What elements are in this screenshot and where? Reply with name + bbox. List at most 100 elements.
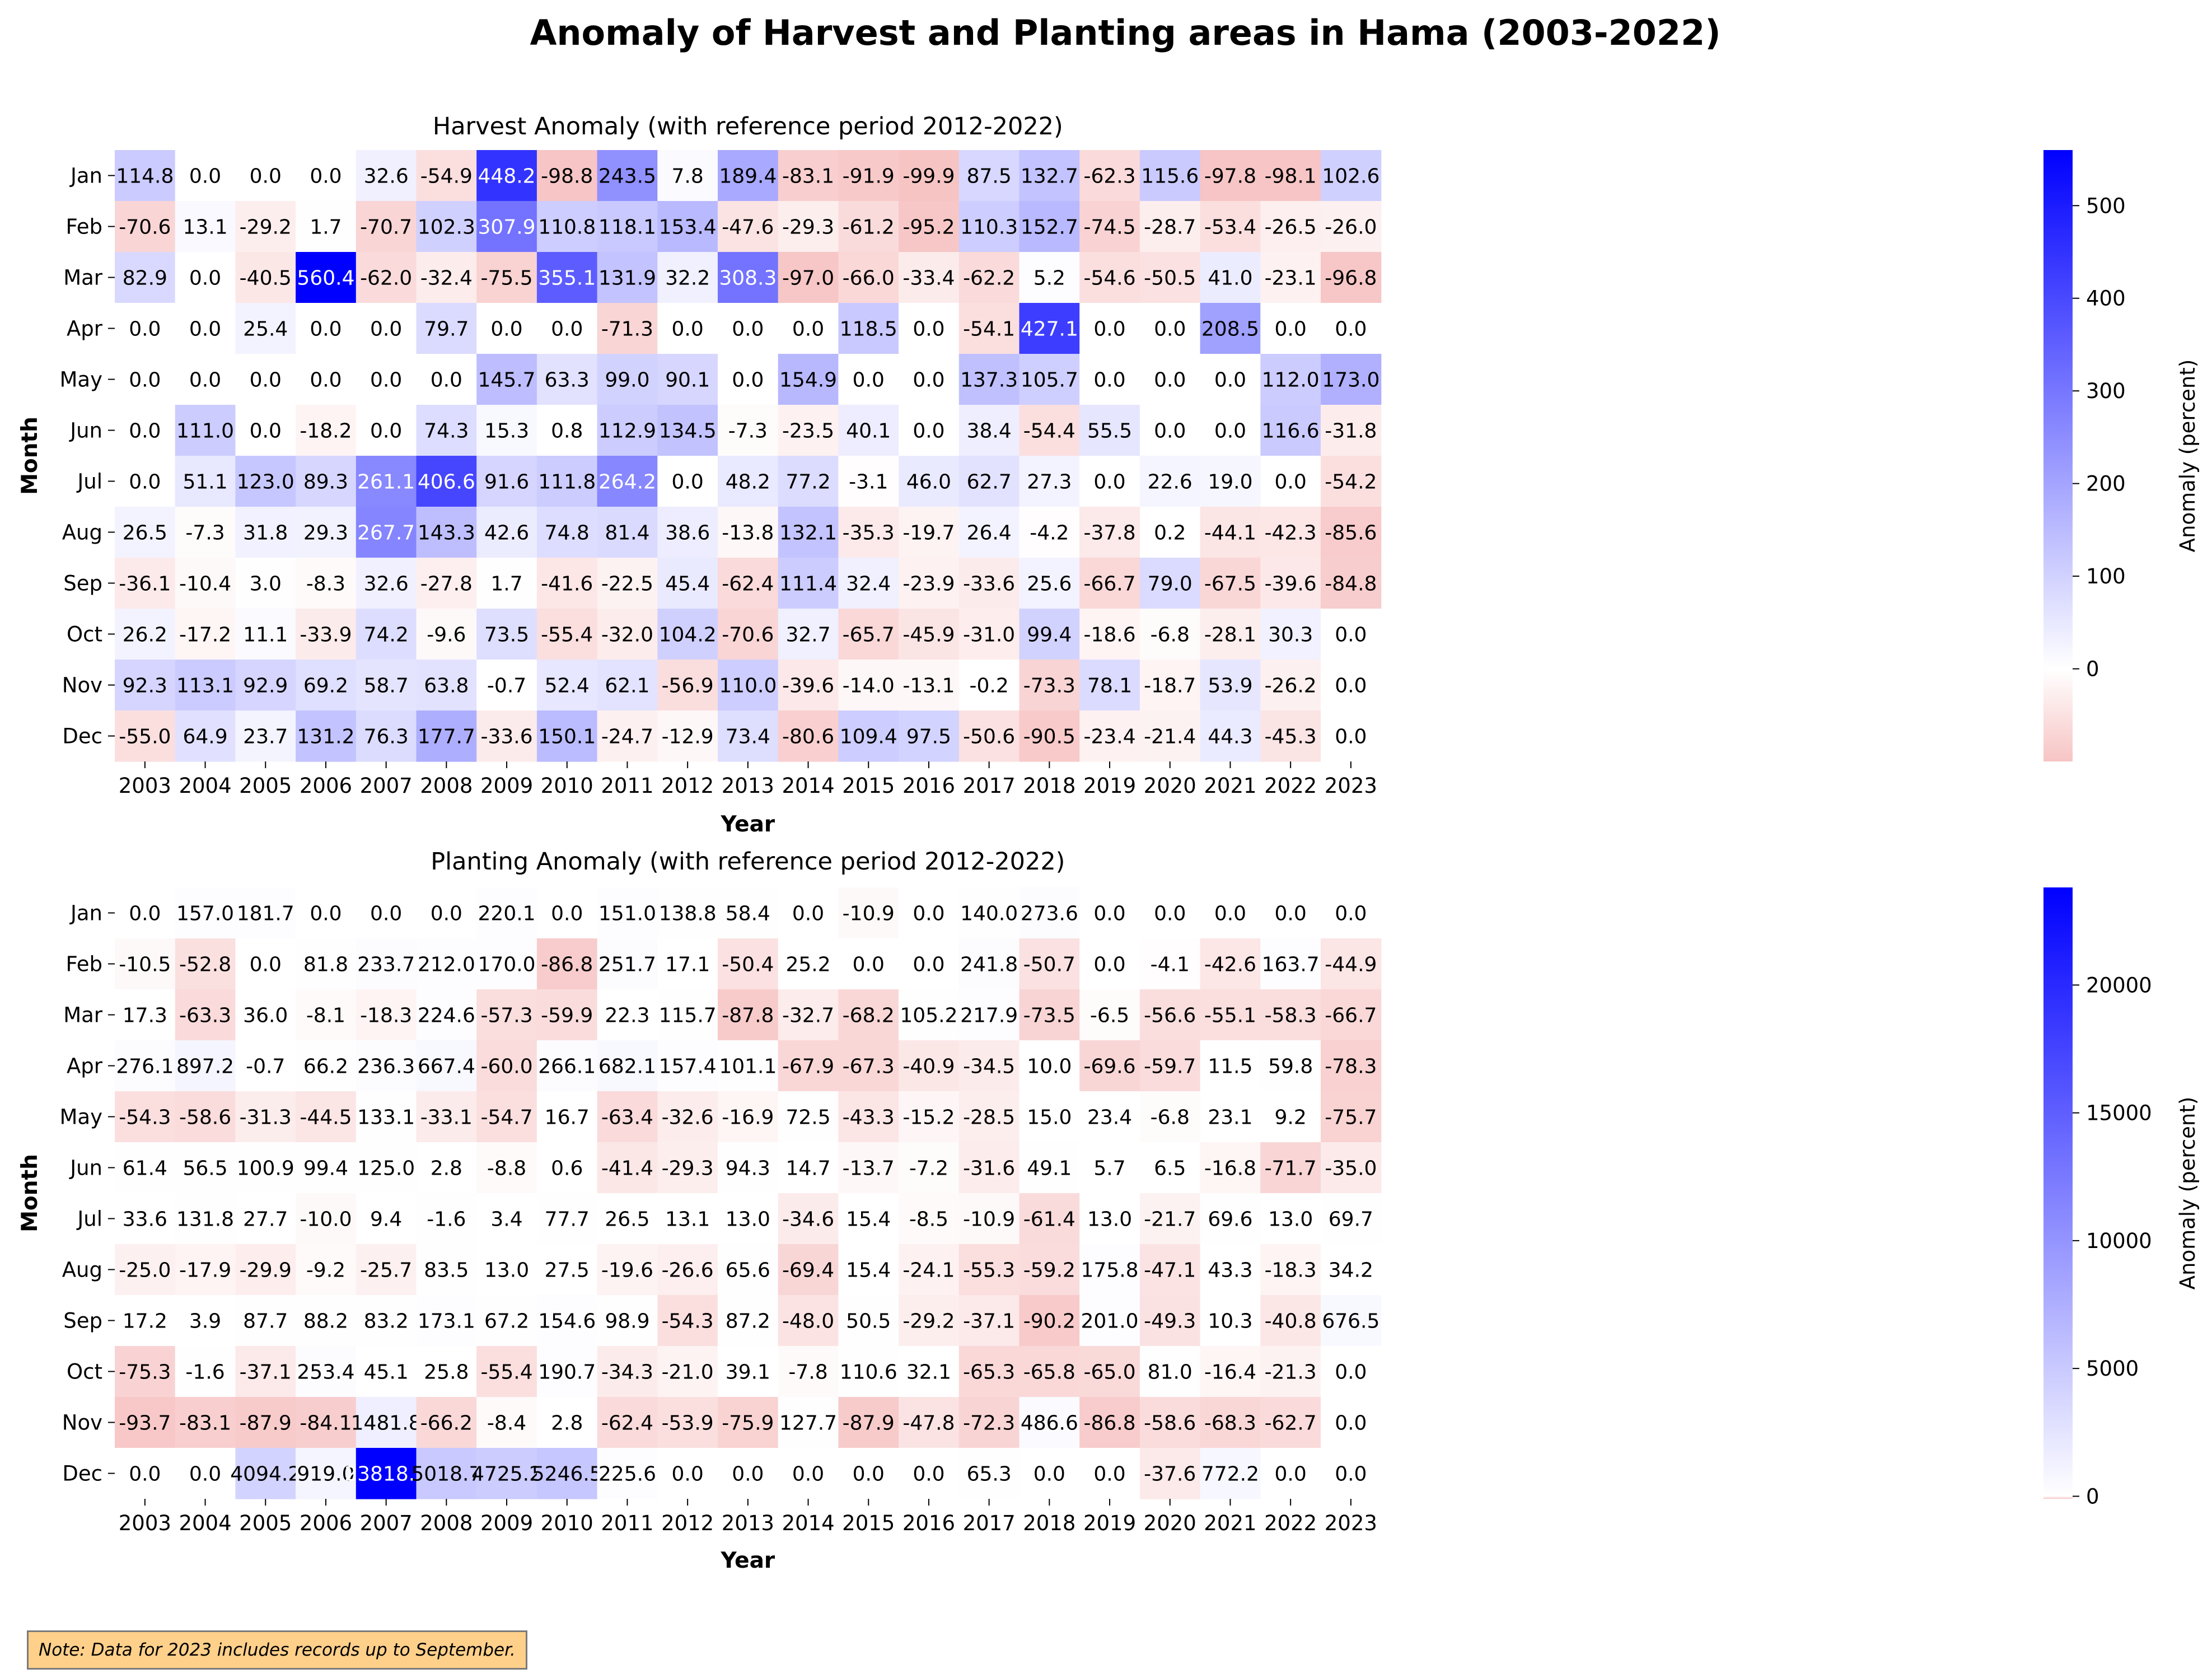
- panel2-cell-label: 0.0: [1093, 903, 1125, 926]
- panel1-colorbar-tick-label: 0: [2086, 657, 2099, 681]
- panel2-cell-label: 225.6: [598, 1463, 656, 1486]
- panel2-cell: [1321, 1448, 1382, 1499]
- panel1-cell: [115, 456, 176, 507]
- panel1-cell: [476, 150, 537, 202]
- panel2-cell-label: 105.2: [900, 1004, 957, 1027]
- panel2-cell: [958, 887, 1020, 939]
- panel1-cell-label: 77.2: [785, 471, 830, 494]
- panel2-cell-label: -87.8: [722, 1004, 774, 1027]
- panel1-colorbar-tick-label: 200: [2086, 472, 2126, 496]
- panel1-cell: [416, 456, 477, 507]
- panel1-cell: [1260, 150, 1321, 202]
- panel2-xlabel: Year: [721, 1548, 775, 1573]
- panel1-cell: [899, 354, 960, 405]
- panel1-xtick-label: 2014: [782, 774, 834, 798]
- panel1-cell-label: 0.0: [189, 369, 221, 392]
- panel1-cell-label: -32.4: [420, 267, 473, 290]
- panel2-cell: [958, 989, 1020, 1041]
- panel2-cell-label: 0.0: [1335, 1361, 1367, 1384]
- panel2-cell: [597, 1193, 658, 1245]
- panel1-cell: [899, 150, 960, 202]
- panel2-cell-label: 682.1: [598, 1055, 656, 1078]
- panel2-cell-label: -31.6: [963, 1157, 1015, 1180]
- panel2-cell: [958, 1142, 1020, 1194]
- panel1-xtick-label: 2013: [722, 774, 774, 798]
- panel2-cell-label: -18.3: [1265, 1259, 1317, 1282]
- panel1-cell-label: 0.2: [1154, 522, 1186, 545]
- panel2-cell-label: 10.3: [1208, 1310, 1252, 1333]
- panel2-cell: [1019, 1193, 1080, 1245]
- panel1-cell: [296, 303, 357, 354]
- panel2-cell-label: 45.1: [364, 1361, 409, 1384]
- panel1-xtick-label: 2021: [1204, 774, 1256, 798]
- panel2-cell: [536, 1091, 598, 1143]
- panel1-cell-label: 25.6: [1027, 573, 1072, 596]
- panel1-cell: [597, 405, 658, 456]
- panel1-cell: [1019, 303, 1080, 354]
- panel2-cell-label: 0.0: [913, 903, 944, 926]
- panel2-cell-label: 266.1: [538, 1055, 596, 1078]
- panel1-cell-label: -26.5: [1265, 216, 1317, 239]
- panel1-cell-label: 78.1: [1087, 675, 1132, 698]
- panel1-cell-label: 560.4: [297, 267, 354, 290]
- panel1-cell: [1139, 660, 1201, 711]
- panel2-cell: [175, 1346, 236, 1397]
- panel1-cell-label: -56.9: [662, 675, 714, 698]
- panel1-cell-label: -70.6: [119, 216, 171, 239]
- panel1-cell-label: 0.0: [1275, 471, 1307, 494]
- panel1-cell: [416, 711, 477, 762]
- panel2-cell-label: -44.5: [300, 1106, 352, 1129]
- panel1-cell: [1200, 150, 1261, 202]
- panel2-cell-label: 0.0: [1093, 1463, 1125, 1486]
- panel2-cell: [958, 1040, 1020, 1092]
- panel2-cell-label: -10.9: [963, 1208, 1015, 1231]
- panel2-cell: [1019, 887, 1080, 939]
- panel2-cell: [1019, 989, 1080, 1041]
- panel1-cell-label: 0.0: [672, 318, 704, 341]
- panel2-cell-label: -67.9: [782, 1055, 834, 1078]
- panel1-xtick-label: 2017: [963, 774, 1016, 798]
- panel2-cell-label: 23818.3: [344, 1463, 428, 1486]
- panel1-xtick-label: 2019: [1083, 774, 1136, 798]
- panel1-cell-label: 5.2: [1033, 267, 1065, 290]
- panel1-cell-label: 112.9: [598, 420, 656, 443]
- panel2-cell-label: 0.0: [250, 953, 282, 976]
- panel1-cell: [1321, 303, 1382, 354]
- panel1-ytick-label: Nov: [62, 674, 102, 698]
- panel2-cell: [536, 1193, 598, 1245]
- panel2-cell: [657, 1193, 718, 1245]
- panel2-cell-label: 4725.2: [471, 1463, 542, 1486]
- panel2-cell: [899, 989, 960, 1041]
- panel1-cell: [235, 405, 296, 456]
- panel2-cell-label: 133.1: [357, 1106, 415, 1129]
- panel2-cell-label: -42.6: [1204, 953, 1256, 976]
- panel2-cell: [476, 938, 537, 990]
- panel2-cell-label: -21.7: [1144, 1208, 1196, 1231]
- panel1-cell: [115, 609, 176, 660]
- panel2-cell: [718, 1244, 779, 1296]
- panel2-cell: [356, 1040, 417, 1092]
- panel1-cell: [838, 201, 899, 253]
- panel2-cell: [536, 1142, 598, 1194]
- panel2-cell-label: 13.1: [665, 1208, 710, 1231]
- panel2-cell-label: -57.3: [480, 1004, 532, 1027]
- panel1-cell-label: -17.2: [179, 624, 231, 647]
- panel2-cell-label: -32.7: [782, 1004, 834, 1027]
- panel2-cell-label: 34.2: [1329, 1259, 1373, 1282]
- panel1-cell: [1200, 354, 1261, 405]
- panel1-cell: [718, 405, 779, 456]
- panel1-cell: [597, 201, 658, 253]
- panel2-cell-label: 17.1: [665, 953, 710, 976]
- panel2-cell-label: -87.9: [843, 1412, 895, 1435]
- panel1-cell-label: 13.1: [183, 216, 227, 239]
- panel2-cell: [899, 1091, 960, 1143]
- panel1-cell-label: 0.0: [913, 369, 944, 392]
- panel1-cell-label: -8.3: [306, 573, 345, 596]
- panel2-cell-label: -69.6: [1083, 1055, 1135, 1078]
- panel2-cell-label: 0.0: [1154, 903, 1186, 926]
- panel2-cell-label: 170.0: [478, 953, 536, 976]
- panel1-cell: [476, 507, 537, 558]
- panel2-cell: [1200, 1295, 1261, 1347]
- panel1-cell-label: 52.4: [545, 675, 590, 698]
- panel2-cell: [597, 1040, 658, 1092]
